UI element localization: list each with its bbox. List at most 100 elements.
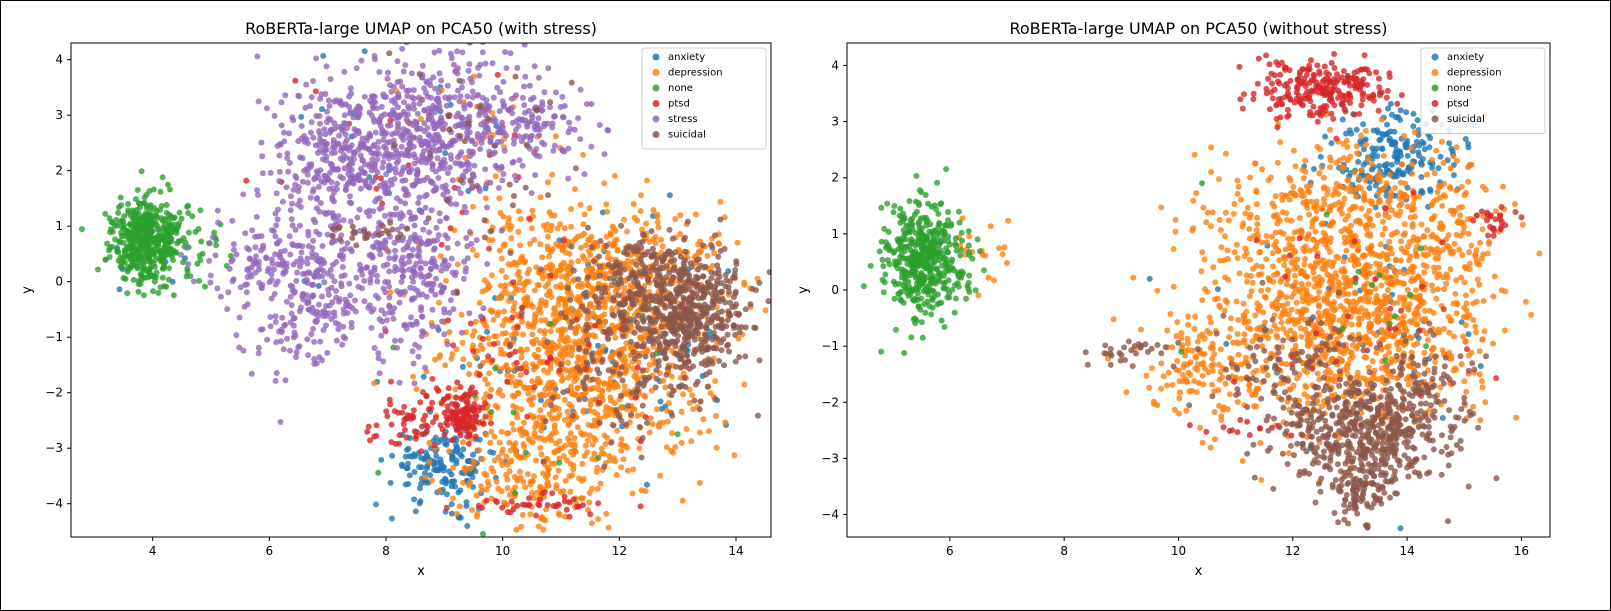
point-stress (366, 213, 373, 219)
point-stress (386, 255, 393, 262)
point-ptsd (634, 364, 641, 371)
point-stress (311, 356, 318, 363)
point-stress (276, 168, 283, 175)
point-suicidal (712, 232, 718, 239)
point-ptsd (420, 416, 427, 423)
point-anxiety (399, 463, 406, 470)
point-suicidal (709, 304, 716, 311)
point-stress (415, 200, 422, 206)
point-depression (593, 565, 599, 571)
point-stress (418, 209, 425, 215)
point-stress (287, 207, 294, 214)
point-ptsd (432, 414, 439, 421)
point-depression (704, 252, 711, 259)
point-depression (589, 485, 595, 492)
point-depression (568, 259, 575, 266)
point-suicidal (481, 234, 488, 241)
point-none (118, 233, 125, 239)
point-stress (310, 78, 317, 84)
point-depression (571, 186, 578, 193)
point-stress (581, 171, 588, 178)
point-depression (497, 282, 504, 289)
point-stress (383, 145, 389, 152)
point-suicidal (732, 331, 739, 338)
point-depression (553, 241, 560, 247)
point-stress (303, 81, 310, 88)
point-anxiety (643, 481, 650, 488)
point-suicidal (582, 307, 589, 314)
point-depression (595, 516, 602, 523)
point-stress (406, 169, 413, 176)
point-suicidal (625, 402, 632, 409)
point-depression (545, 482, 552, 489)
point-none (124, 268, 131, 275)
point-stress (323, 141, 329, 148)
point-suicidal (581, 290, 588, 297)
point-stress (381, 212, 388, 219)
point-suicidal (558, 310, 565, 317)
point-ptsd (457, 420, 464, 427)
point-ptsd (454, 379, 461, 386)
point-stress (443, 102, 450, 109)
point-suicidal (664, 344, 671, 351)
point-depression (453, 346, 460, 353)
point-suicidal (618, 392, 624, 399)
point-depression (488, 386, 495, 393)
point-depression (510, 426, 517, 433)
point-stress (316, 354, 323, 361)
point-stress (322, 131, 329, 138)
point-depression (588, 284, 594, 291)
point-none (157, 284, 164, 291)
point-stress (435, 232, 442, 239)
point-depression (588, 265, 595, 272)
point-stress (422, 260, 429, 267)
point-stress (309, 250, 316, 257)
point-suicidal (639, 238, 646, 245)
point-stress (349, 175, 356, 182)
point-stress (447, 297, 454, 304)
point-stress (348, 90, 355, 97)
point-suicidal (721, 245, 728, 252)
point-none (144, 219, 151, 225)
point-suicidal (639, 402, 646, 409)
point-none (161, 264, 167, 271)
point-stress (378, 332, 385, 339)
point-stress (410, 87, 417, 94)
point-ptsd (556, 367, 563, 374)
point-suicidal (703, 336, 710, 343)
point-anxiety (116, 286, 123, 293)
point-ptsd (383, 408, 390, 415)
point-suicidal (718, 347, 725, 354)
point-depression (677, 231, 684, 237)
point-stress (466, 43, 473, 46)
point-suicidal (512, 73, 519, 80)
point-none (106, 215, 113, 222)
point-ptsd (425, 406, 432, 413)
point-stress (466, 101, 473, 108)
point-suicidal (696, 320, 703, 327)
point-suicidal (693, 316, 700, 322)
series-none (78, 168, 681, 537)
point-stress (357, 152, 364, 159)
point-stress (327, 76, 334, 83)
point-depression (496, 387, 503, 393)
point-anxiety (446, 468, 453, 475)
point-depression (614, 383, 621, 390)
point-ptsd (453, 394, 460, 401)
point-none (163, 251, 170, 258)
point-suicidal (718, 280, 725, 287)
point-stress (411, 222, 418, 229)
point-stress (331, 309, 338, 316)
point-ptsd (549, 490, 556, 497)
point-suicidal (652, 384, 659, 391)
point-suicidal (615, 292, 622, 299)
point-stress (483, 181, 490, 188)
point-depression (588, 270, 595, 277)
point-anxiety (366, 174, 373, 180)
point-stress (459, 49, 466, 56)
point-stress (395, 157, 402, 164)
point-depression (589, 422, 595, 429)
point-suicidal (568, 79, 575, 86)
point-depression (531, 287, 538, 294)
point-anxiety (457, 514, 464, 521)
